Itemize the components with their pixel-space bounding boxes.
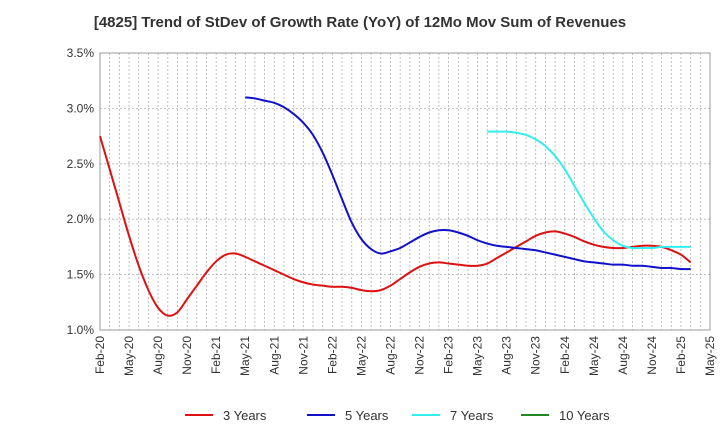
x-tick-label: Aug-20 <box>151 336 165 375</box>
x-tick-label: Nov-21 <box>296 336 310 375</box>
legend-label-7-years: 7 Years <box>450 408 494 423</box>
plot-area <box>100 53 710 330</box>
x-tick-label: Aug-24 <box>616 336 630 375</box>
x-tick-label: Aug-21 <box>267 336 281 375</box>
x-tick-label: Nov-22 <box>413 336 427 375</box>
legend-label-10-years: 10 Years <box>559 408 610 423</box>
x-tick-label: Feb-25 <box>674 336 688 374</box>
y-tick-label: 2.5% <box>67 157 95 171</box>
x-tick-label: Aug-23 <box>500 336 514 375</box>
x-tick-label: May-25 <box>703 336 717 376</box>
series-line-7-years <box>487 130 691 250</box>
legend-label-3-years: 3 Years <box>223 408 267 423</box>
series-line-5-years <box>245 96 691 271</box>
x-tick-label: Nov-20 <box>180 336 194 375</box>
series-line-3-years <box>99 135 692 317</box>
y-tick-label: 3.5% <box>67 46 95 60</box>
x-tick-label: Feb-21 <box>209 336 223 374</box>
y-tick-label: 1.0% <box>67 323 95 337</box>
x-tick-label: May-22 <box>354 336 368 376</box>
legend-label-5-years: 5 Years <box>345 408 389 423</box>
x-tick-label: Nov-23 <box>529 336 543 375</box>
x-tick-label: May-21 <box>238 336 252 376</box>
x-tick-label: May-24 <box>587 336 601 376</box>
x-tick-label: Feb-24 <box>558 336 572 374</box>
x-tick-label: Feb-22 <box>325 336 339 374</box>
x-tick-label: Nov-24 <box>645 336 659 375</box>
chart-title: [4825] Trend of StDev of Growth Rate (Yo… <box>93 14 627 31</box>
x-tick-label: Aug-22 <box>383 336 397 375</box>
x-tick-label: Feb-23 <box>442 336 456 374</box>
x-tick-label: Feb-20 <box>93 336 107 374</box>
y-tick-label: 1.5% <box>67 268 95 282</box>
y-tick-label: 3.0% <box>67 101 95 115</box>
x-tick-label: May-23 <box>471 336 485 376</box>
x-tick-label: May-20 <box>122 336 136 376</box>
plot-border <box>99 52 711 331</box>
y-tick-label: 2.0% <box>67 212 95 226</box>
